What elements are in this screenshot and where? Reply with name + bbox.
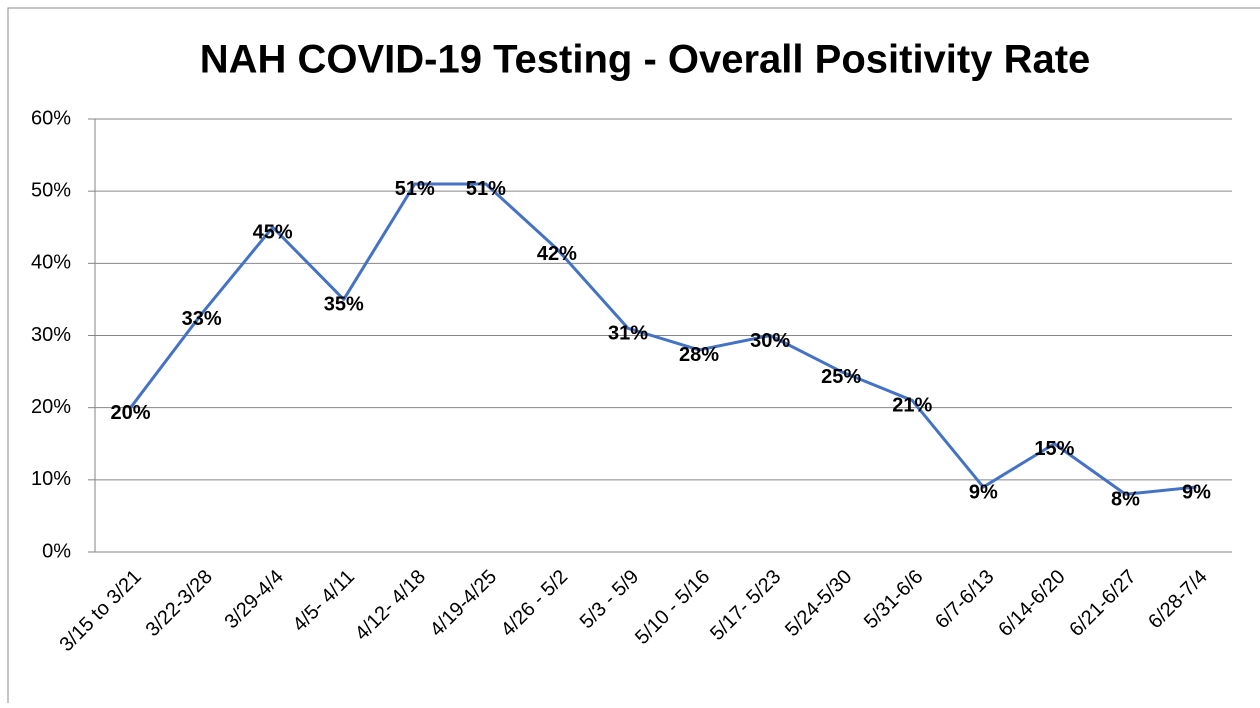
y-tick-label: 40% [31,252,71,274]
chart-frame [7,7,1260,703]
x-tick-label: 6/14-6/20 [994,566,1069,641]
x-tick-label: 3/15 to 3/21 [56,566,146,656]
data-label: 9% [969,481,998,503]
x-tick-label: 6/28-7/4 [1144,566,1211,633]
y-tick-label: 30% [31,324,71,346]
x-tick-label: 3/29-4/4 [220,566,287,633]
x-tick-label: 4/12- 4/18 [351,566,430,645]
data-label: 31% [608,323,648,345]
data-label: 8% [1111,489,1140,511]
data-label: 51% [466,178,506,200]
x-tick-label: 5/24-5/30 [781,566,856,641]
y-tick-label: 20% [31,396,71,418]
data-line [129,182,1197,496]
y-tick-label: 10% [31,468,71,490]
y-tick-label: 60% [31,107,71,129]
x-tick-label: 4/26 - 5/2 [497,566,572,641]
y-tick-label: 0% [42,540,71,562]
x-tick-label: 4/5- 4/11 [289,566,359,636]
data-label: 30% [750,330,790,352]
data-label: 35% [324,294,364,316]
x-tick-label: 5/31-6/6 [860,566,927,633]
x-tick-label: 6/21-6/27 [1065,566,1140,641]
data-label: 15% [1034,438,1074,460]
x-tick-label: 3/22-3/28 [142,566,217,641]
data-label: 28% [679,344,719,366]
x-tick-label: 6/7-6/13 [931,566,998,633]
x-tick-label: 5/3 - 5/9 [576,566,643,633]
data-label: 33% [182,308,222,330]
data-label: 21% [892,395,932,417]
y-tick-label: 50% [31,179,71,201]
data-label: 9% [1182,481,1211,503]
chart-title: NAH COVID-19 Testing - Overall Positivit… [200,38,1091,82]
x-tick-label: 5/10 - 5/16 [631,566,714,649]
data-label: 42% [537,243,577,265]
x-tick-label: 4/19-4/25 [426,566,501,641]
data-label: 51% [395,178,435,200]
data-label: 25% [821,366,861,388]
x-tick-label: 5/17- 5/23 [706,566,785,645]
data-label: 45% [253,222,293,244]
data-label: 20% [111,402,151,424]
